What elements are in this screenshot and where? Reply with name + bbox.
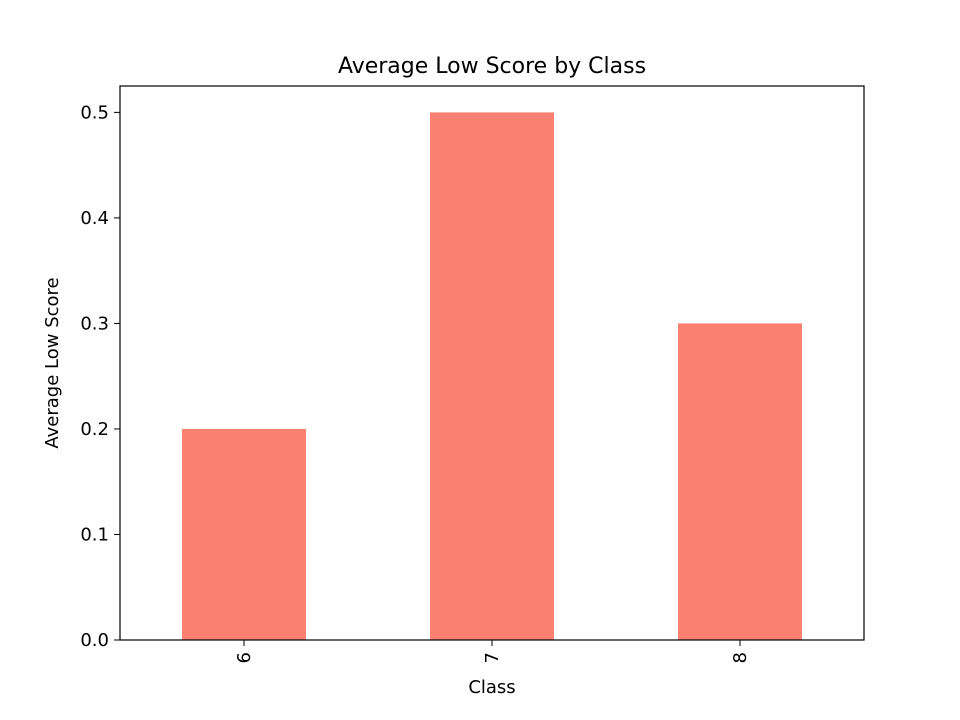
y-tick-label: 0.1 [80,524,109,545]
chart-title: Average Low Score by Class [338,54,646,79]
bars-group [182,112,802,640]
y-tick-label: 0.5 [80,102,109,123]
x-tick-label: 8 [730,652,751,663]
x-axis-ticks: 6 7 8 [234,640,751,663]
bar-7 [430,112,554,640]
x-tick-label: 7 [482,652,503,663]
y-tick-label: 0.3 [80,313,109,334]
x-tick-label: 6 [234,652,255,663]
y-tick-label: 0.4 [80,208,109,229]
bar-6 [182,428,306,640]
y-tick-label: 0.0 [80,630,109,651]
y-axis-label: Average Low Score [42,277,63,448]
bar-8 [678,323,802,640]
plot-frame [119,85,865,641]
y-axis-ticks: 0.0 0.1 0.2 0.3 0.4 0.5 [80,102,120,651]
x-axis-label: Class [468,677,515,698]
y-tick-label: 0.2 [80,419,109,440]
